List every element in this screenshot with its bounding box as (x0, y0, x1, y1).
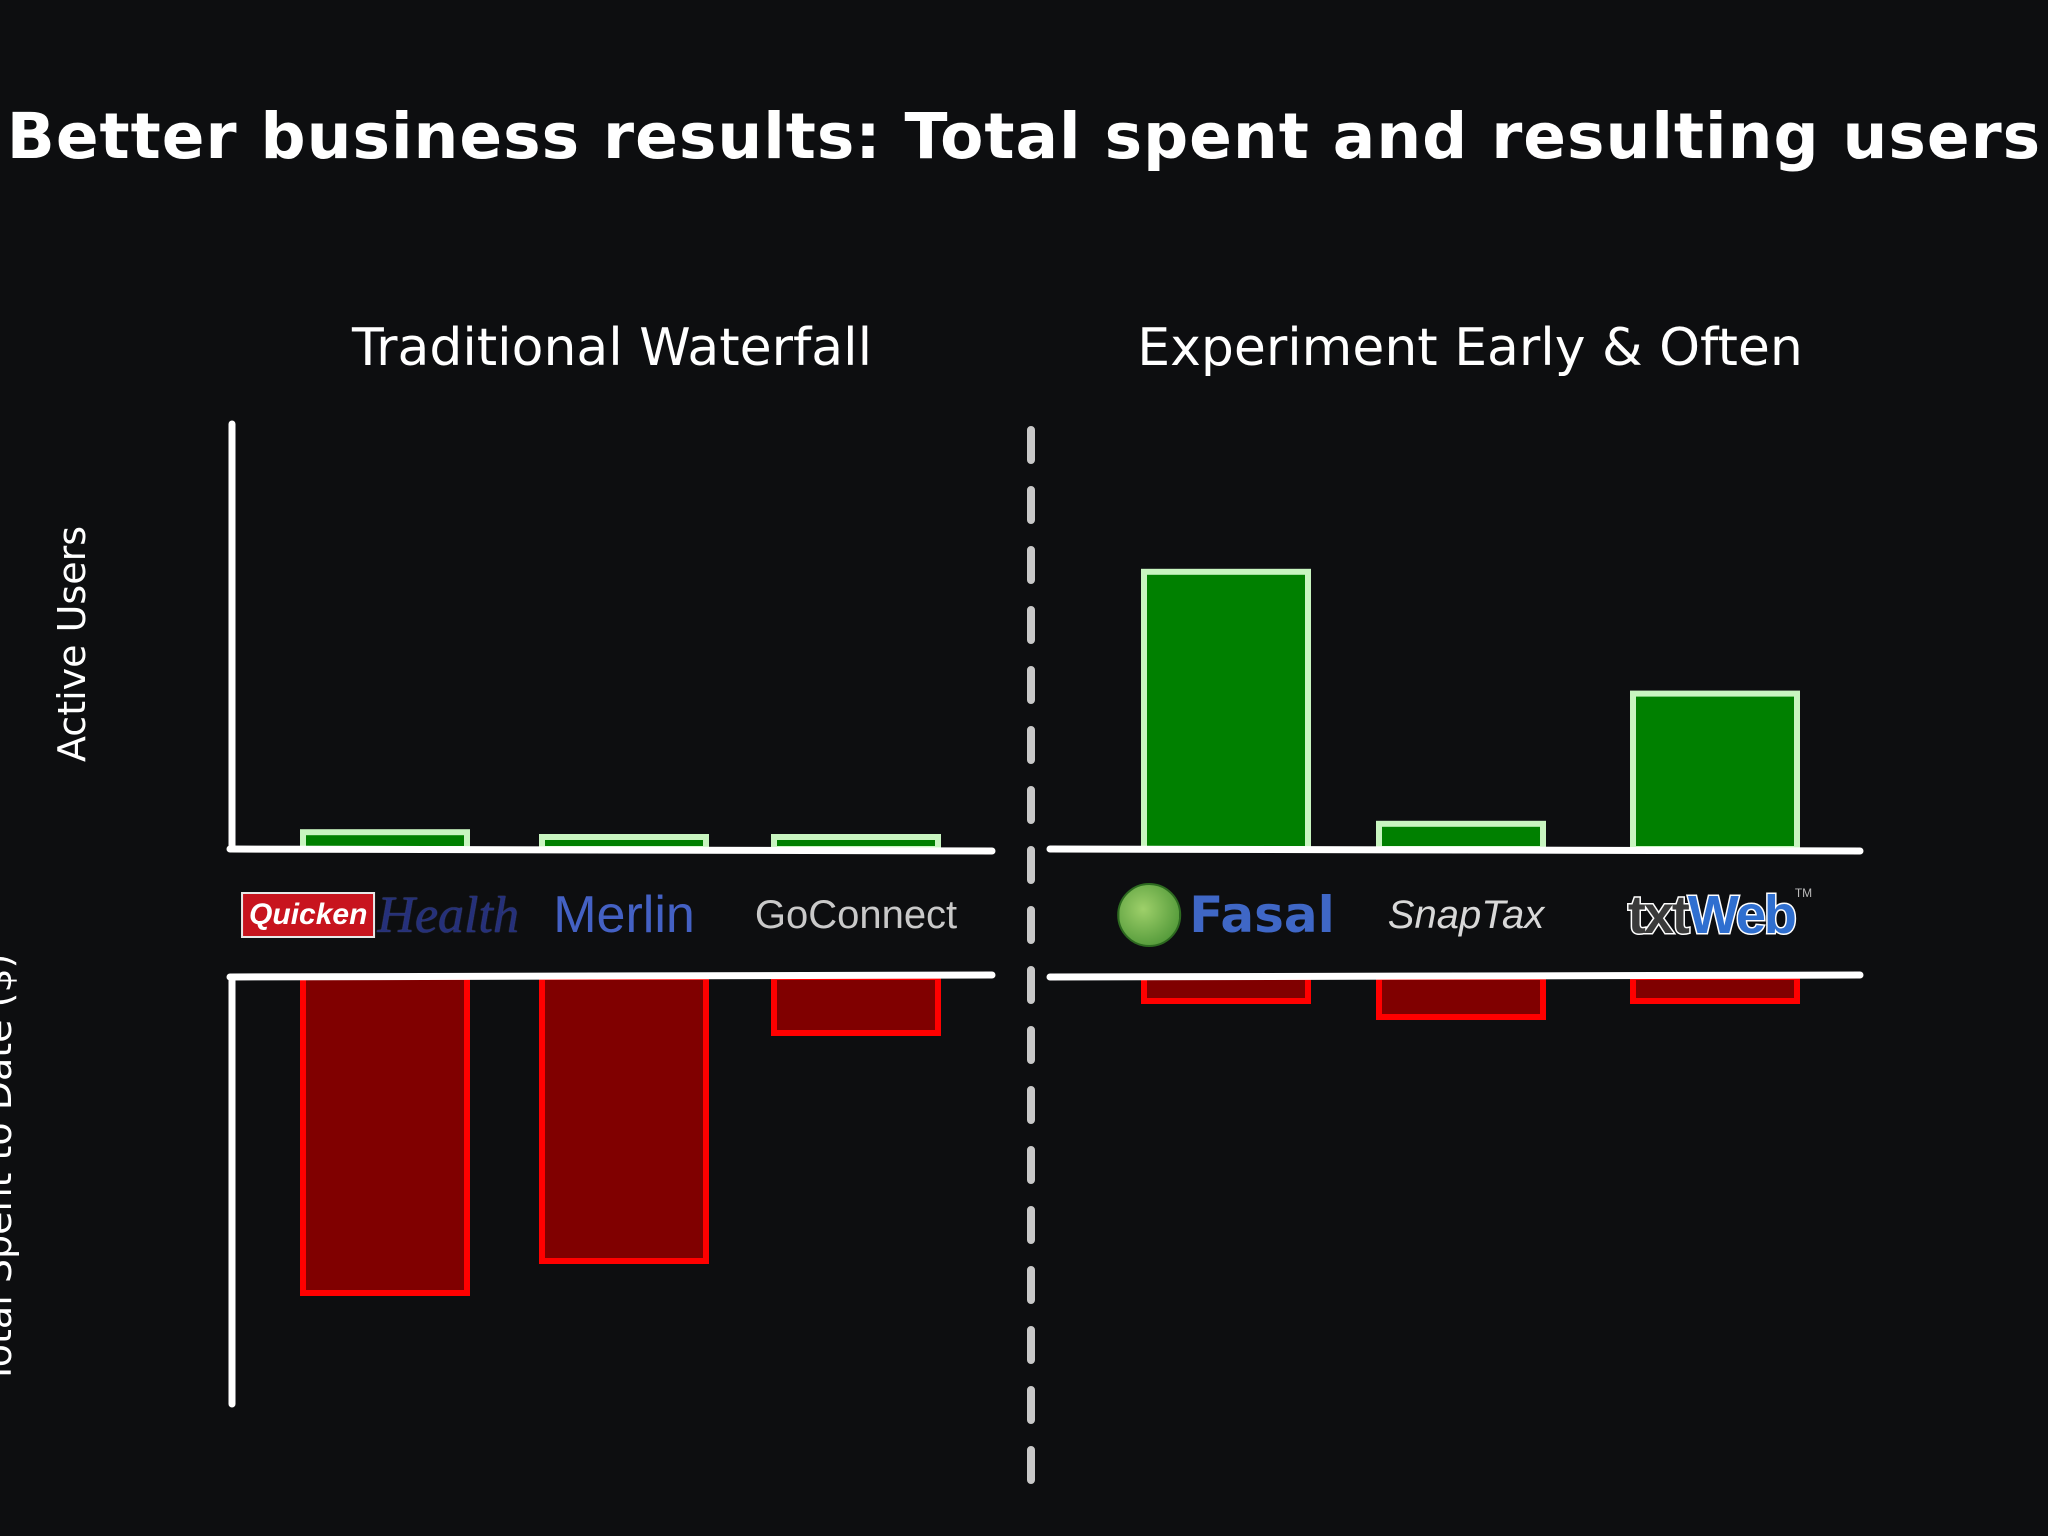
waterfall-users-baseline (226, 845, 996, 855)
panel-title-experiment: Experiment Early & Often (1137, 318, 1803, 378)
experiment-spent-bar-3 (1630, 974, 1800, 1004)
panel-title-waterfall: Traditional Waterfall (351, 318, 873, 378)
brand-txtweb-txt: txt (1626, 884, 1691, 947)
experiment-spent-bar-2 (1376, 974, 1546, 1020)
brand-quicken-box: Quicken (241, 892, 376, 938)
brand-merlin: Merlin (553, 880, 695, 950)
brand-fasal-text: Fasal (1189, 886, 1335, 944)
experiment-spent-baseline (1046, 971, 1864, 981)
brand-txtweb: txt Web TM (1626, 880, 1813, 950)
brand-snaptax: SnapTax (1388, 880, 1544, 950)
waterfall-spent-baseline (226, 971, 996, 981)
brand-txtweb-tm: TM (1794, 886, 1813, 900)
experiment-users-bar-1 (1141, 568, 1311, 852)
experiment-users-baseline (1046, 845, 1864, 855)
experiment-spent-bar-1 (1141, 974, 1311, 1004)
brand-txtweb-web: Web (1686, 884, 1798, 947)
brand-fasal: Fasal (1117, 880, 1335, 950)
experiment-users-bar-2 (1376, 820, 1546, 852)
brand-goconnect-text: GoConnect (754, 892, 958, 937)
brand-quicken-health: Quicken Health (241, 880, 519, 950)
experiment-users-bar-3 (1630, 690, 1800, 852)
slide-title: Better business results: Total spent and… (6, 100, 2042, 173)
brand-snaptax-text: SnapTax (1387, 892, 1545, 937)
waterfall-spent-bar-3 (771, 974, 941, 1036)
brand-merlin-text: Merlin (553, 886, 695, 944)
brand-goconnect: GoConnect (755, 880, 957, 950)
waterfall-spent-bar-1 (300, 974, 470, 1296)
fasal-logo-icon (1117, 883, 1182, 947)
waterfall-spent-bar-2 (539, 974, 709, 1264)
brand-quicken-health-text: Health (377, 886, 519, 944)
